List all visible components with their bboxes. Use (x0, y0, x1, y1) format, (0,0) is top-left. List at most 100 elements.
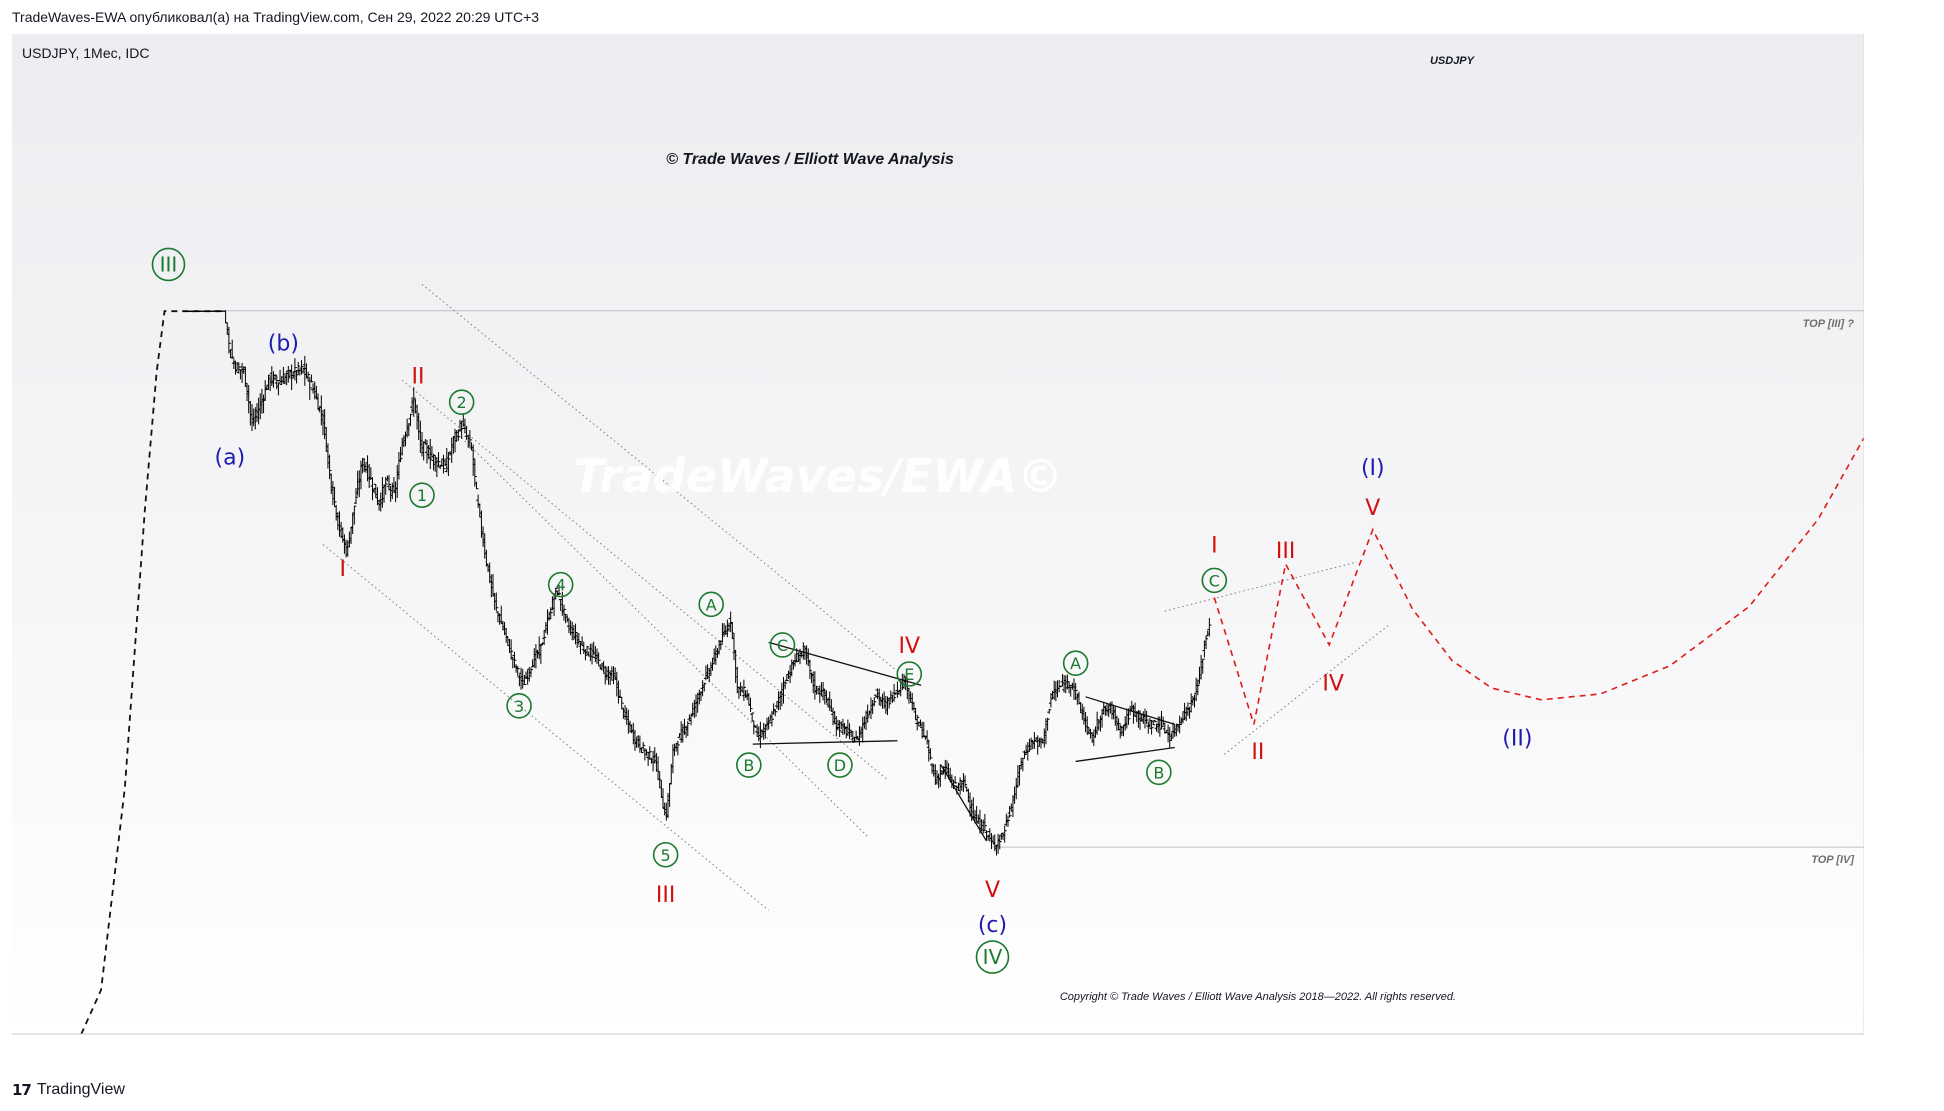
ohlc-bar (472, 458, 477, 487)
ohlc-bar (1200, 658, 1205, 674)
trendline-0 (421, 283, 898, 672)
ohlc-bar (1002, 825, 1007, 843)
trendline-9 (1164, 561, 1358, 612)
level-label-0: TOP [III] ? (1803, 318, 1855, 330)
ohlc-bar (1073, 683, 1078, 700)
trendline-5 (752, 740, 898, 745)
ohlc-bar (583, 649, 588, 661)
ohlc-bar (647, 746, 652, 760)
ohlc-bar (590, 643, 595, 665)
wave-label-text: V (1365, 496, 1380, 521)
ohlc-bar (446, 452, 451, 477)
wave-label-text: A (1070, 654, 1081, 673)
wave-label-text: IV (983, 945, 1003, 969)
ohlc-bar (872, 697, 877, 707)
wave-label: IV (899, 634, 921, 659)
ohlc-bar (963, 775, 968, 787)
wave-label: (b) (268, 331, 299, 356)
wave-label-text: II (412, 365, 425, 390)
wave-label: E (896, 661, 923, 687)
ohlc-bar (953, 776, 958, 784)
trendline-1 (401, 379, 888, 781)
wave-label-text: (I) (1361, 456, 1385, 481)
ohlc-bar (1149, 719, 1154, 735)
wave-label-circle (698, 591, 725, 618)
publication-header: TradeWaves-EWA опубликовал(а) на Trading… (12, 9, 540, 25)
wave-label: V (1365, 496, 1380, 521)
ohlc-bars (182, 310, 1212, 856)
ohlc-bar (474, 481, 479, 490)
trendline-3 (322, 544, 769, 911)
wave-label-text: IV (1322, 671, 1344, 696)
wave-label: (c) (978, 913, 1007, 938)
wave-label-text: 2 (457, 393, 467, 412)
ohlc-bar (1048, 693, 1053, 708)
ohlc-bar (807, 659, 812, 680)
wave-label-text: A (706, 595, 717, 614)
wave-label: III (151, 247, 186, 282)
wave-label-text: III (160, 252, 178, 276)
wave-label-circle (547, 571, 574, 598)
wave-label: D (827, 752, 853, 778)
wave-label-text: 1 (417, 486, 427, 505)
ohlc-bar (1005, 815, 1010, 827)
ohlc-bar (596, 652, 601, 666)
ohlc-bar (1047, 708, 1052, 714)
symbol-line: USDJPY, 1Мес, IDC (22, 45, 150, 61)
chart-svg[interactable]: TOP [III] ?TOP [IV] TradeWaves/EWA© III(… (12, 34, 1864, 1036)
ohlc-bar (273, 374, 278, 381)
ohlc-bar (408, 413, 413, 427)
ohlc-bar (982, 814, 987, 832)
ohlc-bar (309, 374, 314, 383)
wave-label-circle (409, 482, 435, 508)
ohlc-bar (398, 446, 403, 463)
trendline-10 (1223, 624, 1389, 755)
ohlc-bar (949, 774, 954, 789)
chart-frame[interactable]: TOP [III] ? TOP [IV] TradeWaves/EWA© III(… (12, 34, 1864, 1036)
ohlc-bar (1207, 617, 1212, 637)
ohlc-bar (528, 668, 533, 678)
wave-label-text: C (777, 636, 788, 655)
ohlc-bar (266, 374, 271, 390)
wave-label-text: IV (899, 634, 921, 659)
wave-label-text: (II) (1502, 726, 1532, 751)
wave-label: A (1062, 650, 1089, 676)
ohlc-bar (619, 696, 624, 710)
ohlc-bar (639, 748, 644, 754)
ohlc-bar (434, 457, 439, 478)
ohlc-bar (887, 698, 892, 709)
ohlc-bar (383, 476, 388, 495)
wave-label-text: D (834, 756, 846, 775)
ohlc-bar (675, 740, 680, 756)
level-label-1: TOP [IV] (1811, 854, 1854, 866)
ohlc-bar (557, 584, 562, 596)
ohlc-bar (441, 454, 446, 474)
ohlc-bar (783, 681, 788, 690)
wave-label-text: 5 (661, 846, 671, 865)
wave-label: B (1146, 759, 1172, 786)
ohlc-bar (456, 429, 461, 441)
wave-label: IV (975, 940, 1010, 974)
ohlc-bar (738, 682, 743, 697)
ohlc-bar (1020, 757, 1025, 772)
wave-label-circle (448, 389, 475, 415)
wave-label-text: I (340, 557, 347, 582)
wave-label-text: B (1153, 763, 1164, 782)
ohlc-bar (585, 645, 590, 655)
wave-label: V (985, 878, 1000, 903)
ohlc-bar (1045, 717, 1050, 731)
wave-label: I (340, 557, 347, 582)
ohlc-bar (748, 697, 753, 712)
projection-path (1213, 437, 1864, 725)
ohlc-bar (1144, 710, 1149, 725)
wave-label-text: (b) (268, 331, 299, 356)
ohlc-bar (1017, 765, 1022, 786)
ohlc-bar (352, 505, 357, 525)
tradingview-logo[interactable]: 17 TradingView (12, 1079, 125, 1101)
ohlc-bar (233, 360, 238, 375)
ohlc-bar (573, 623, 578, 645)
ohlc-bar (332, 486, 337, 507)
ohlc-bar (865, 704, 870, 723)
wave-label-circle (1201, 567, 1228, 594)
